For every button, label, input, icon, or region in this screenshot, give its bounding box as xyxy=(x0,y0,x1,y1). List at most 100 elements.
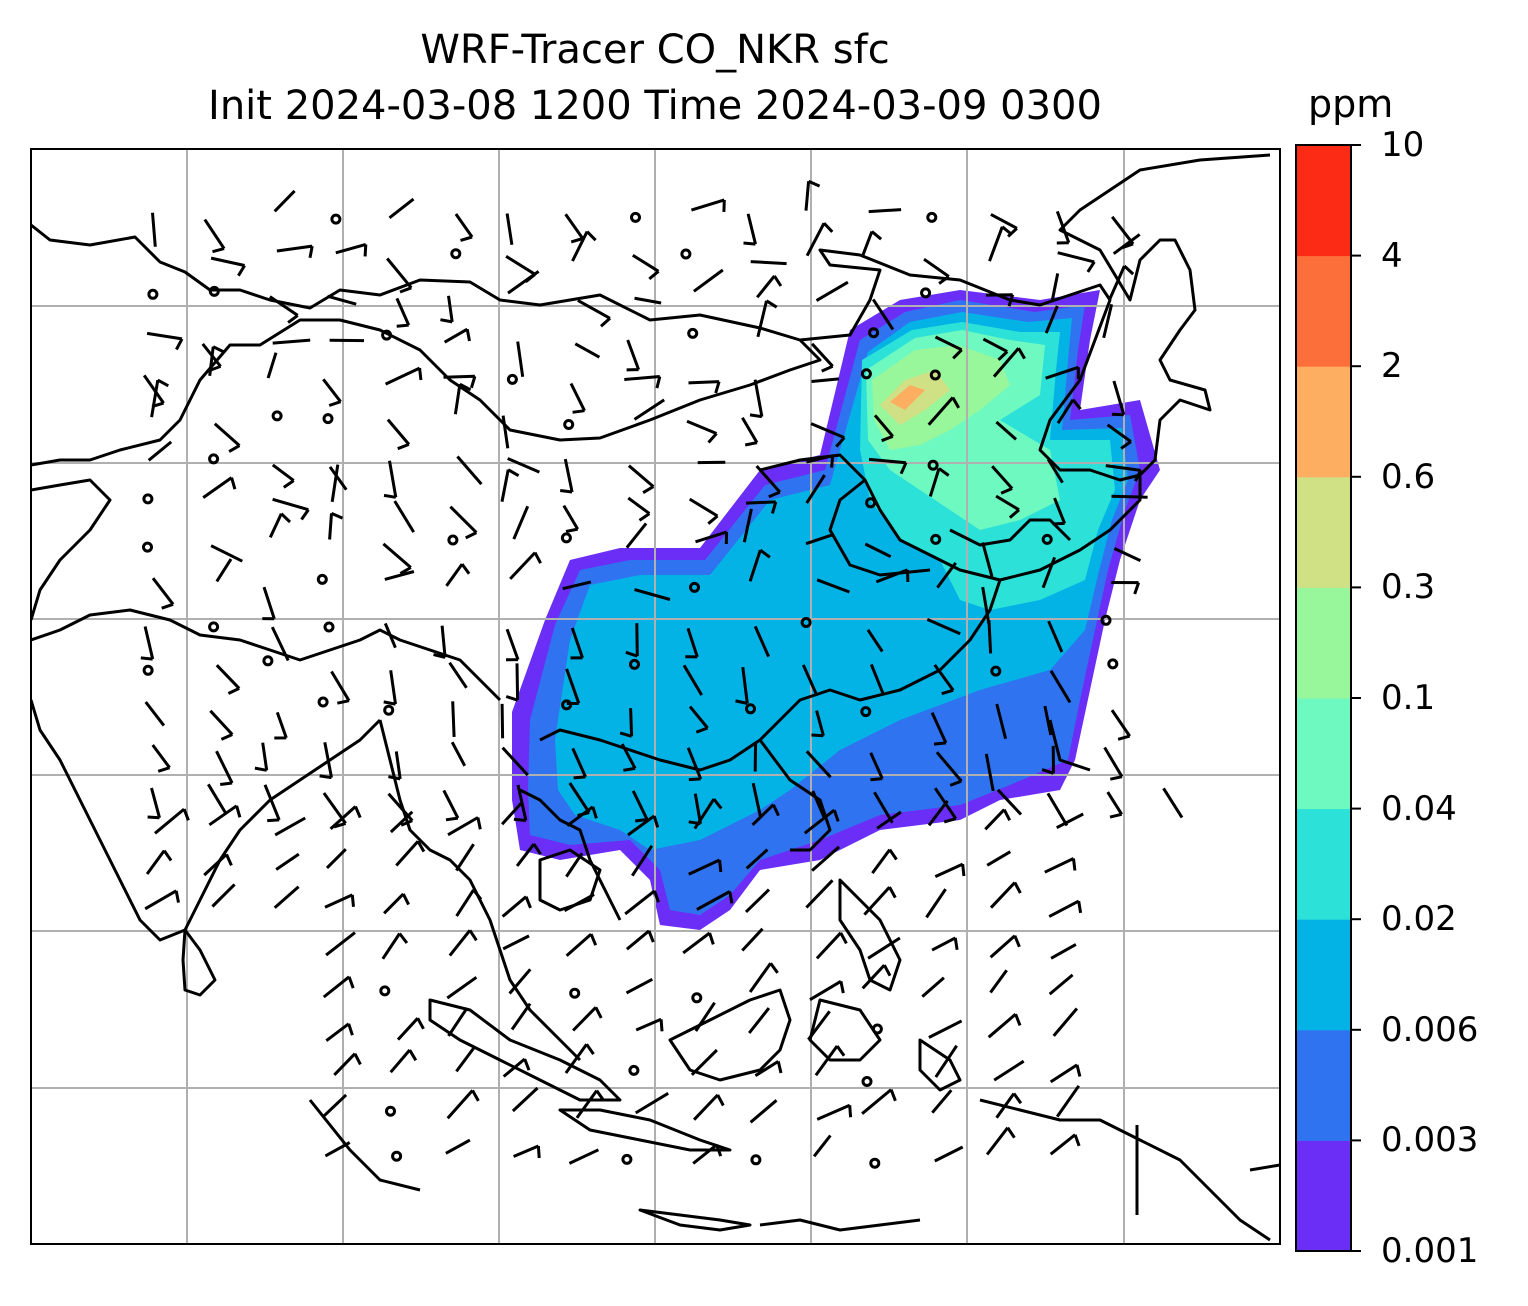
wind-barb xyxy=(328,466,348,491)
wind-barb xyxy=(1106,423,1132,450)
wind-barb xyxy=(325,1022,354,1042)
wind-barb xyxy=(147,440,173,462)
co-tracer-plume xyxy=(512,290,1160,930)
calm-wind-circle xyxy=(322,413,334,425)
wind-barb xyxy=(986,850,1012,867)
wind-barb xyxy=(572,1006,603,1032)
wind-barb xyxy=(254,742,269,772)
wind-barb xyxy=(1048,973,1074,996)
wind-barb xyxy=(446,976,478,1000)
wind-barb xyxy=(1047,620,1064,653)
calm-wind-circle xyxy=(687,327,699,339)
wind-barb xyxy=(451,701,456,737)
wind-barb xyxy=(1045,365,1080,380)
calm-wind-circle xyxy=(506,373,518,385)
wind-barb xyxy=(692,1143,723,1165)
wind-barb xyxy=(502,934,530,951)
colorbar-segment xyxy=(1296,1029,1351,1141)
wind-barb xyxy=(1041,556,1057,589)
colorbar-tick-label: 4 xyxy=(1381,235,1403,276)
wind-barb xyxy=(1103,746,1124,781)
wind-barb xyxy=(682,664,703,696)
wind-barb xyxy=(1052,1007,1079,1037)
wind-barb xyxy=(927,396,961,426)
wind-barb xyxy=(565,668,581,705)
wind-barb xyxy=(571,747,587,780)
wind-barb xyxy=(1105,464,1143,482)
wind-barb xyxy=(735,667,749,705)
wind-barb xyxy=(810,342,834,373)
wind-barb xyxy=(815,280,849,302)
wind-barb xyxy=(453,382,472,415)
coastline xyxy=(668,988,792,1082)
wind-barb xyxy=(995,494,1020,519)
colorbar-segment xyxy=(1296,808,1351,920)
wind-barb xyxy=(383,460,398,499)
coastline xyxy=(759,453,1142,582)
coastlines-and-borders xyxy=(31,153,1280,1242)
colorbar-tick-label: 0.003 xyxy=(1381,1120,1479,1161)
wind-barb xyxy=(934,862,966,878)
wind-barb xyxy=(386,257,413,294)
wind-barb xyxy=(873,791,894,824)
wind-barb xyxy=(1112,233,1141,255)
calm-wind-circle xyxy=(926,211,938,223)
wind-barb xyxy=(931,1089,953,1114)
wind-barb xyxy=(329,805,362,831)
wind-barb xyxy=(987,620,993,654)
calm-wind-circle xyxy=(868,327,880,339)
coastline xyxy=(31,608,502,702)
wind-barb xyxy=(396,1017,425,1041)
wind-barb xyxy=(272,497,310,521)
wind-barb xyxy=(505,628,520,662)
wind-barb xyxy=(1055,1084,1081,1118)
wind-barb xyxy=(805,532,835,546)
wind-barb xyxy=(447,816,482,837)
wind-barb xyxy=(509,551,542,580)
wind-barb xyxy=(934,1145,964,1163)
wind-barb xyxy=(448,661,468,689)
calm-wind-circle xyxy=(800,617,812,628)
wind-barb xyxy=(144,889,180,911)
wind-barb xyxy=(742,508,753,543)
calm-wind-circle xyxy=(860,706,872,718)
calm-wind-circle xyxy=(142,541,153,553)
wind-barb xyxy=(448,929,478,957)
calm-wind-circle xyxy=(208,285,220,297)
wind-barb xyxy=(203,853,233,877)
wind-barb xyxy=(686,419,718,444)
wind-barb xyxy=(688,705,709,734)
wind-barb xyxy=(988,225,1013,262)
wind-barb xyxy=(743,213,757,246)
calm-wind-circle xyxy=(630,211,641,223)
calm-wind-circle xyxy=(262,655,274,667)
calm-wind-circle xyxy=(569,987,581,999)
wind-barb xyxy=(627,814,660,837)
coastline xyxy=(979,1098,1271,1242)
wind-barb xyxy=(383,622,397,649)
calm-wind-circle xyxy=(628,1064,640,1076)
wind-barb xyxy=(147,787,161,820)
wind-barb xyxy=(450,741,467,767)
calm-wind-circle xyxy=(680,248,692,260)
wind-barb xyxy=(454,213,474,242)
wind-barb xyxy=(273,189,296,213)
wind-barb xyxy=(749,1099,778,1124)
wind-barb xyxy=(262,586,276,621)
wind-barb xyxy=(866,628,884,653)
wind-barb xyxy=(620,743,637,772)
calm-wind-circle xyxy=(750,1154,762,1166)
coastline xyxy=(519,788,622,921)
wind-barb xyxy=(1043,705,1053,736)
wind-barb xyxy=(154,807,190,835)
wind-barb xyxy=(868,457,908,475)
wind-barb xyxy=(812,1134,832,1158)
chart-title-line2: Init 2024-03-08 1200 Time 2024-03-09 030… xyxy=(208,83,1102,129)
coastline xyxy=(1249,1163,1280,1172)
wind-barb xyxy=(446,1089,480,1120)
coastline xyxy=(538,848,602,912)
wind-barb xyxy=(144,701,166,727)
wind-barb xyxy=(804,179,821,211)
wind-barb xyxy=(1049,1063,1082,1084)
wind-barb xyxy=(860,230,883,258)
